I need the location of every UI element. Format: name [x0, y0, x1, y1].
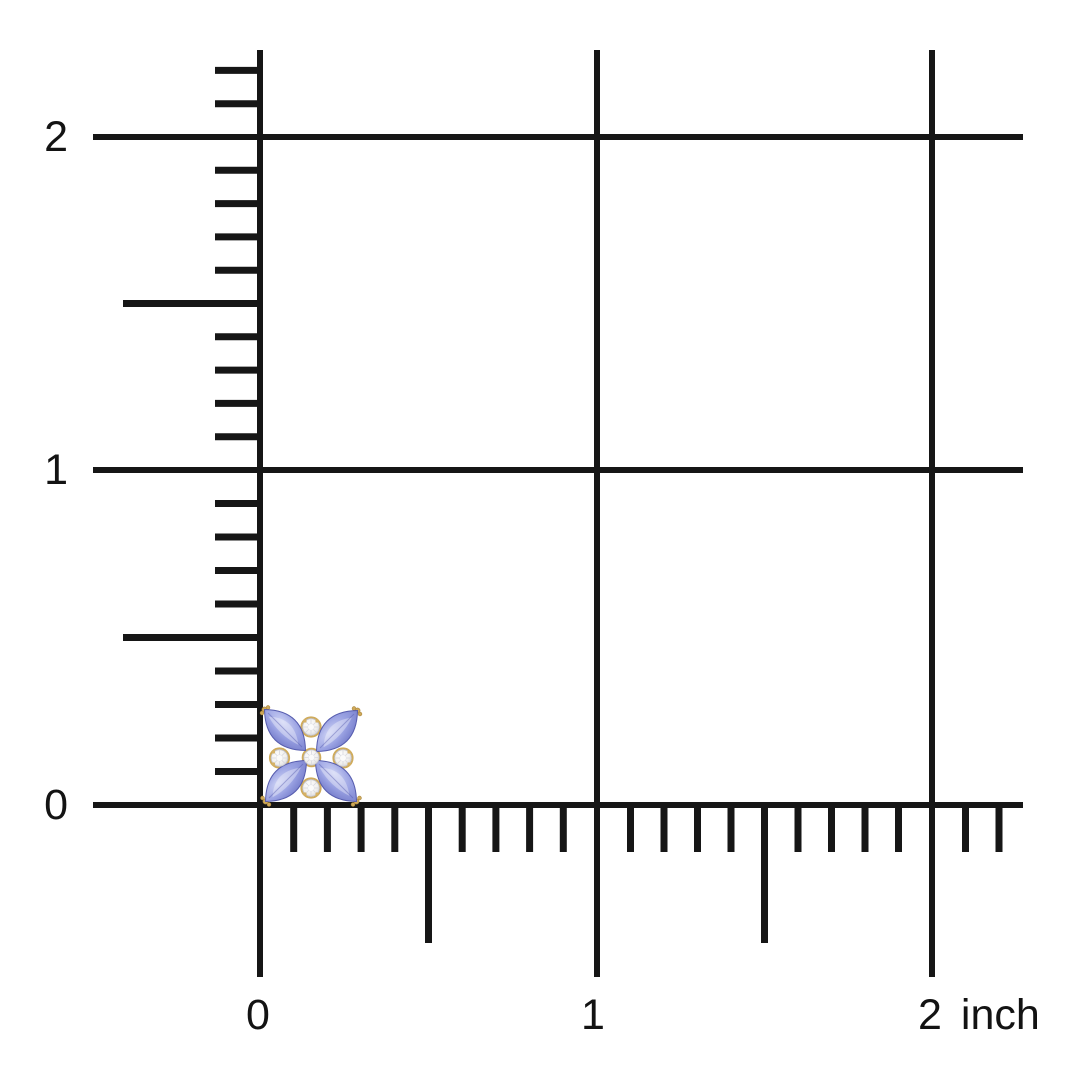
unit-label: inch — [960, 991, 1040, 1039]
bottom-ruler-tick-marks — [290, 805, 1003, 943]
x-axis-label-2: 2 — [918, 991, 942, 1039]
gold-prongs — [259, 705, 363, 807]
product-image-tanzanite-flower-stud — [258, 704, 364, 810]
y-axis-label-0: 0 — [44, 781, 68, 829]
y-axis-label-1: 1 — [44, 446, 68, 494]
left-ruler-tick-marks — [123, 66, 260, 775]
x-axis-label-0: 0 — [246, 991, 270, 1039]
x-axis-end-label: 2 inch — [918, 994, 1040, 1037]
y-axis-label-2: 2 — [44, 113, 68, 161]
x-axis-label-1: 1 — [581, 991, 605, 1039]
grid-lines — [93, 50, 1023, 977]
gold-prong-dots — [271, 719, 351, 796]
